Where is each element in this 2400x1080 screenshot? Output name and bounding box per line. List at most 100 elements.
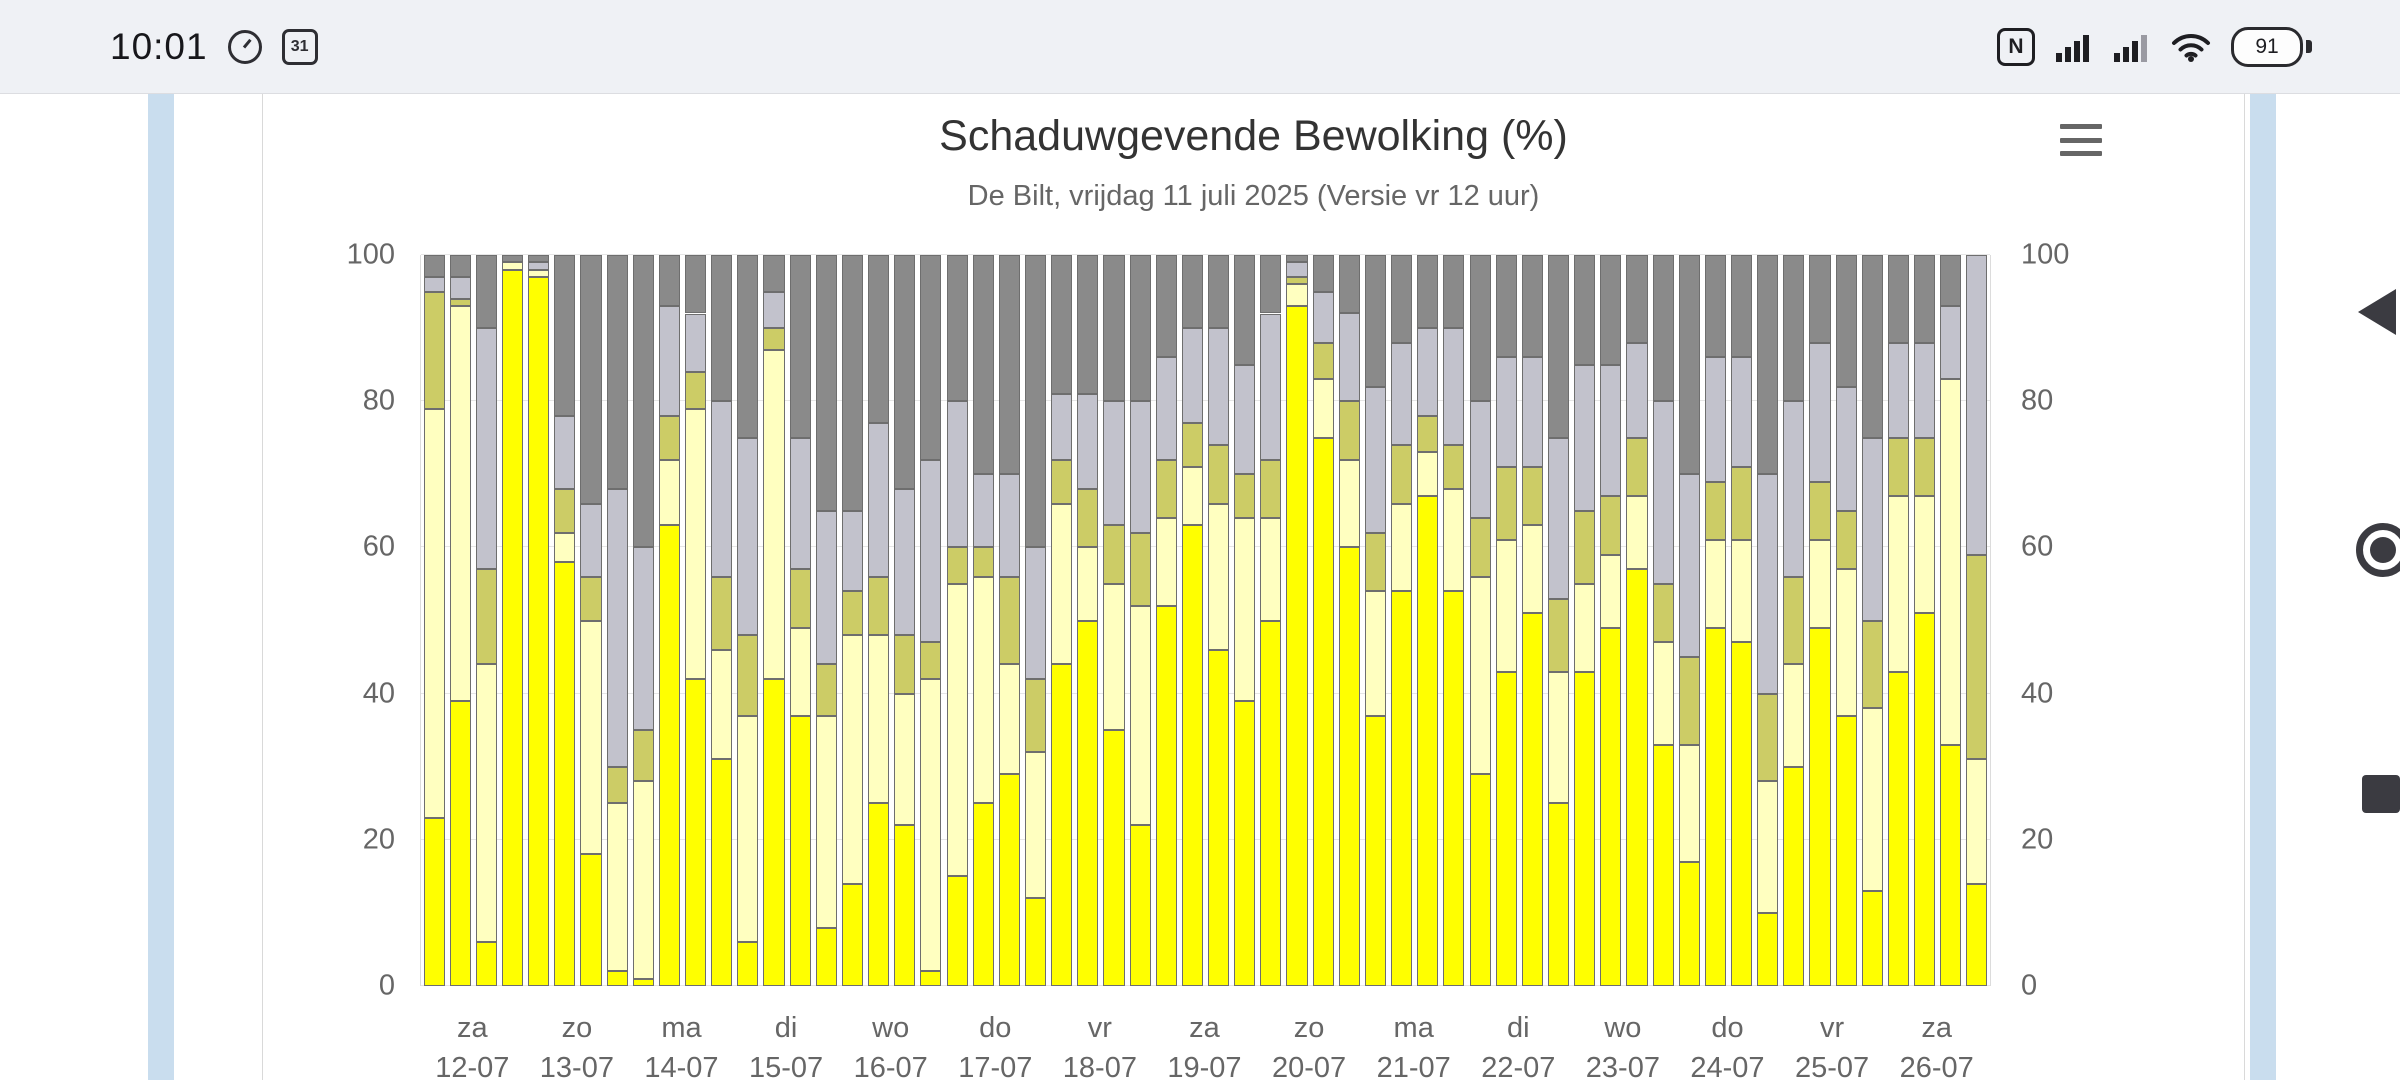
stacked-bar[interactable]: [1678, 255, 1700, 986]
bar-segment-light-gray: [1757, 474, 1779, 694]
stacked-bar[interactable]: [1861, 255, 1883, 986]
stacked-bar[interactable]: [1626, 255, 1648, 986]
stacked-bar[interactable]: [841, 255, 864, 986]
bar-segment-bright-yellow: [1286, 306, 1308, 986]
stacked-bar[interactable]: [632, 255, 654, 986]
stacked-bar[interactable]: [1103, 255, 1125, 986]
stacked-bar[interactable]: [1286, 255, 1308, 986]
bar-segment-olive-yellow: [1077, 488, 1099, 548]
stacked-bar[interactable]: [1495, 255, 1517, 986]
bar-segment-dark-gray: [1024, 255, 1047, 548]
stacked-bar[interactable]: [789, 255, 811, 986]
bar-segment-pale-yellow: [1443, 488, 1465, 592]
bar-segment-pale-yellow: [1940, 379, 1962, 745]
stacked-bar[interactable]: [1208, 255, 1230, 986]
stacked-bar[interactable]: [580, 255, 602, 986]
bar-segment-olive-yellow: [1678, 657, 1700, 745]
stacked-bar[interactable]: [972, 255, 994, 986]
bar-segment-olive-yellow: [1574, 510, 1596, 584]
bar-segment-light-gray: [423, 276, 445, 292]
bar-segment-bright-yellow: [449, 700, 471, 986]
bar-segment-olive-yellow: [1652, 583, 1674, 643]
x-tick-label: vr 18-07: [1062, 1012, 1137, 1080]
bar-segment-bright-yellow: [946, 876, 968, 986]
stacked-bar[interactable]: [1940, 255, 1962, 986]
stacked-bar[interactable]: [1155, 255, 1177, 986]
stacked-bar[interactable]: [1260, 255, 1282, 986]
stacked-bar[interactable]: [1469, 255, 1491, 986]
stacked-bar[interactable]: [1652, 255, 1674, 986]
bar-segment-pale-yellow: [1731, 540, 1753, 643]
bar-segment-dark-gray: [868, 255, 890, 424]
y-tick-label: 0: [378, 969, 395, 1002]
stacked-bar[interactable]: [685, 255, 707, 986]
stacked-bar[interactable]: [920, 255, 942, 986]
stacked-bar[interactable]: [737, 255, 759, 986]
hamburger-menu-icon[interactable]: [2060, 124, 2102, 156]
stacked-bar[interactable]: [1731, 255, 1753, 986]
bar-segment-bright-yellow: [1678, 861, 1700, 986]
stacked-bar[interactable]: [1129, 255, 1151, 986]
bar-segment-pale-yellow: [1757, 781, 1779, 913]
stacked-bar[interactable]: [1051, 255, 1073, 986]
battery-nub: [2306, 40, 2312, 53]
stacked-bar[interactable]: [946, 255, 968, 986]
stacked-bar[interactable]: [1783, 255, 1805, 986]
stacked-bar[interactable]: [711, 255, 733, 986]
stacked-bar[interactable]: [1809, 255, 1831, 986]
bar-segment-bright-yellow: [1364, 715, 1387, 986]
stacked-bar[interactable]: [1234, 255, 1256, 986]
y-tick-label: 80: [2021, 384, 2054, 417]
stacked-bar[interactable]: [1914, 255, 1936, 986]
stacked-bar[interactable]: [501, 255, 524, 986]
bar-segment-bright-yellow: [972, 803, 994, 986]
gridline: [421, 985, 1990, 986]
stacked-bar[interactable]: [528, 255, 550, 986]
signal-sim2-icon: [2113, 31, 2151, 63]
bar-segment-dark-gray: [1129, 255, 1151, 402]
nav-home-button[interactable]: [2356, 523, 2400, 577]
stacked-bar[interactable]: [1574, 255, 1596, 986]
stacked-bar[interactable]: [763, 255, 785, 986]
stacked-bar[interactable]: [815, 255, 837, 986]
stacked-bar[interactable]: [1181, 255, 1203, 986]
stacked-bar[interactable]: [1966, 255, 1988, 986]
bar-segment-bright-yellow: [841, 883, 864, 986]
stacked-bar[interactable]: [449, 255, 471, 986]
bar-segment-olive-yellow: [711, 576, 733, 650]
stacked-bar[interactable]: [894, 255, 916, 986]
stacked-bar[interactable]: [658, 255, 680, 986]
bar-segment-olive-yellow: [789, 569, 811, 628]
bar-segment-dark-gray: [475, 255, 497, 329]
nav-back-button[interactable]: [2358, 289, 2396, 335]
stacked-bar[interactable]: [1887, 255, 1910, 986]
x-tick-label: zo 20-07: [1272, 1012, 1347, 1080]
stacked-bar[interactable]: [423, 255, 445, 986]
bar-segment-dark-gray: [1260, 255, 1282, 314]
y-axis-right: 0 20 40 60 80 100: [2003, 240, 2153, 1000]
stacked-bar[interactable]: [1835, 255, 1857, 986]
stacked-bar[interactable]: [868, 255, 890, 986]
bar-segment-dark-gray: [789, 255, 811, 438]
stacked-bar[interactable]: [1077, 255, 1099, 986]
bar-segment-bright-yellow: [1234, 700, 1256, 986]
stacked-bar[interactable]: [1417, 255, 1439, 986]
stacked-bar[interactable]: [1757, 255, 1779, 986]
x-tick-label: ma 21-07: [1376, 1012, 1451, 1080]
stacked-bar[interactable]: [475, 255, 497, 986]
stacked-bar[interactable]: [1364, 255, 1387, 986]
stacked-bar[interactable]: [606, 255, 628, 986]
stacked-bar[interactable]: [1443, 255, 1465, 986]
stacked-bar[interactable]: [1704, 255, 1726, 986]
nav-recents-button[interactable]: [2362, 775, 2400, 813]
stacked-bar[interactable]: [1024, 255, 1047, 986]
stacked-bar[interactable]: [1312, 255, 1334, 986]
stacked-bar[interactable]: [1600, 255, 1622, 986]
stacked-bar[interactable]: [1338, 255, 1360, 986]
stacked-bar[interactable]: [1521, 255, 1543, 986]
stacked-bar[interactable]: [1547, 255, 1570, 986]
bar-segment-dark-gray: [1574, 255, 1596, 365]
stacked-bar[interactable]: [554, 255, 576, 986]
stacked-bar[interactable]: [998, 255, 1020, 986]
stacked-bar[interactable]: [1391, 255, 1413, 986]
